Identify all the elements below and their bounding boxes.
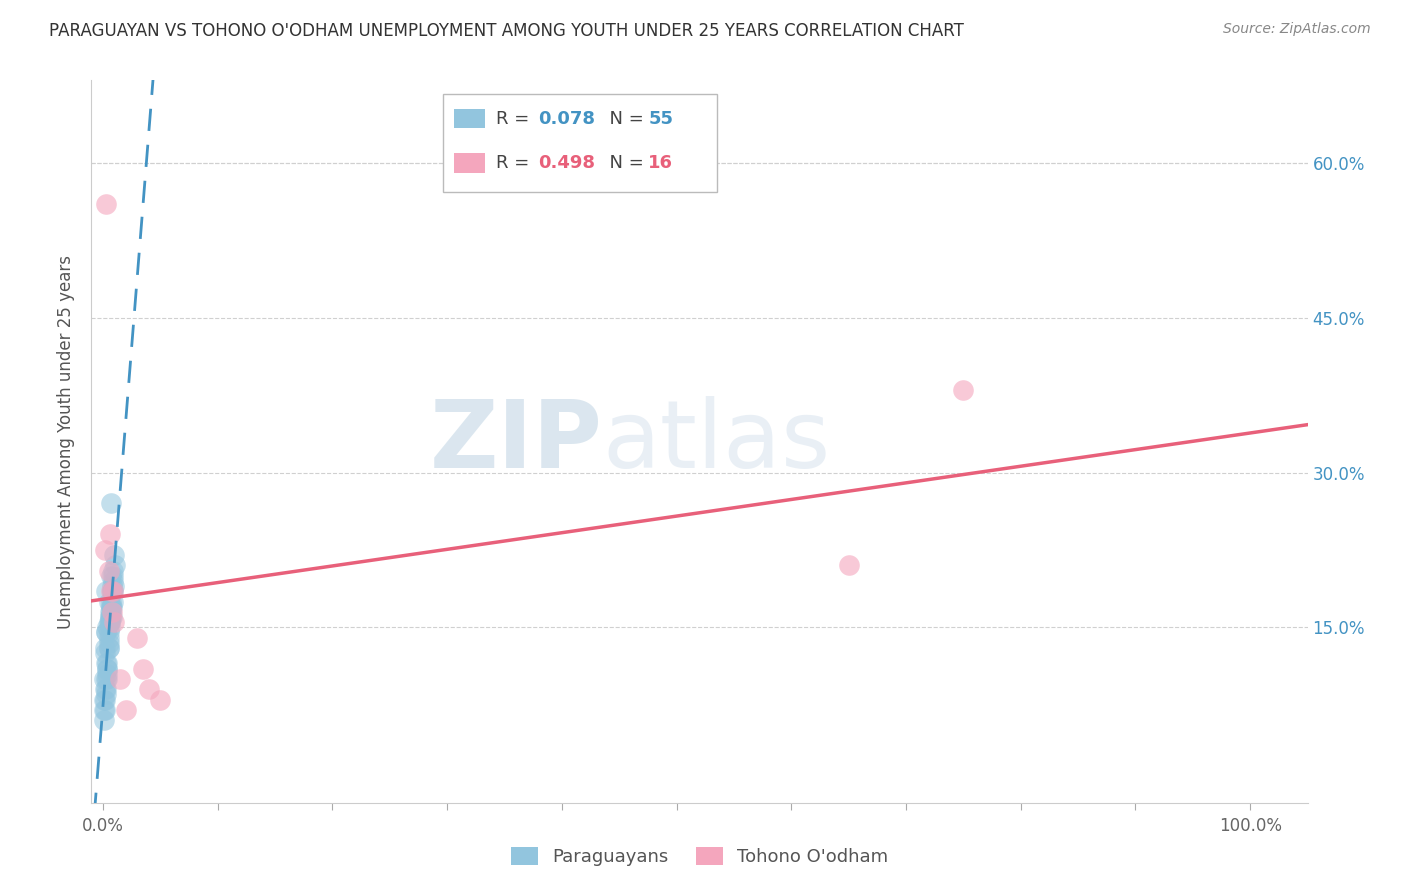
Point — [96, 584, 118, 599]
Text: atlas: atlas — [602, 395, 831, 488]
Point — [97, 640, 120, 655]
Point — [103, 548, 125, 562]
Text: R =: R = — [496, 154, 536, 172]
Text: 0.078: 0.078 — [538, 110, 596, 128]
Point — [93, 692, 115, 706]
Point — [100, 599, 122, 614]
Text: N =: N = — [598, 154, 650, 172]
Point — [103, 584, 125, 599]
Point — [98, 527, 121, 541]
Text: 16: 16 — [648, 154, 673, 172]
Point — [98, 610, 121, 624]
Point — [96, 657, 118, 671]
Text: 0.498: 0.498 — [538, 154, 596, 172]
Point — [101, 579, 124, 593]
Point — [96, 682, 118, 697]
Point — [96, 662, 118, 676]
Point — [101, 610, 124, 624]
Point — [100, 610, 122, 624]
Point — [93, 713, 115, 727]
Point — [97, 594, 120, 608]
Point — [97, 636, 120, 650]
Point — [93, 672, 115, 686]
Point — [93, 703, 115, 717]
Point — [96, 625, 118, 640]
Point — [103, 615, 125, 630]
Point — [127, 631, 149, 645]
Point — [96, 625, 118, 640]
Point — [96, 662, 118, 676]
Point — [97, 640, 120, 655]
Point — [149, 692, 172, 706]
Text: N =: N = — [598, 110, 650, 128]
Point — [96, 672, 118, 686]
Point — [97, 564, 120, 578]
Point — [103, 564, 125, 578]
Point — [114, 703, 136, 717]
Point — [100, 594, 122, 608]
Point — [101, 605, 124, 619]
Point — [100, 568, 122, 582]
Point — [94, 646, 117, 660]
Point — [103, 594, 125, 608]
Point — [100, 599, 122, 614]
Point — [96, 687, 118, 701]
Point — [98, 605, 121, 619]
Point — [101, 584, 124, 599]
Point — [138, 682, 160, 697]
Point — [100, 584, 122, 599]
Point — [100, 496, 122, 510]
Text: Source: ZipAtlas.com: Source: ZipAtlas.com — [1223, 22, 1371, 37]
Legend: Paraguayans, Tohono O'odham: Paraguayans, Tohono O'odham — [503, 839, 896, 873]
Point — [101, 584, 124, 599]
Text: PARAGUAYAN VS TOHONO O'ODHAM UNEMPLOYMENT AMONG YOUTH UNDER 25 YEARS CORRELATION: PARAGUAYAN VS TOHONO O'ODHAM UNEMPLOYMEN… — [49, 22, 965, 40]
Point — [94, 692, 117, 706]
Point — [96, 620, 118, 634]
Point — [94, 542, 117, 557]
Point — [97, 625, 120, 640]
Y-axis label: Unemployment Among Youth under 25 years: Unemployment Among Youth under 25 years — [58, 254, 76, 629]
Point — [101, 599, 124, 614]
Text: R =: R = — [496, 110, 536, 128]
Point — [97, 615, 120, 630]
Point — [103, 568, 125, 582]
Point — [96, 672, 118, 686]
Point — [96, 666, 118, 681]
Point — [98, 610, 121, 624]
Point — [96, 197, 118, 211]
Point — [98, 620, 121, 634]
Point — [94, 682, 117, 697]
Point — [103, 584, 125, 599]
Point — [97, 631, 120, 645]
Point — [94, 640, 117, 655]
Point — [94, 703, 117, 717]
Point — [132, 662, 155, 676]
Point — [96, 657, 118, 671]
Point — [838, 558, 860, 573]
Point — [98, 615, 121, 630]
Point — [103, 574, 125, 588]
Point — [98, 615, 121, 630]
Point — [103, 579, 125, 593]
Point — [104, 558, 127, 573]
Text: 55: 55 — [648, 110, 673, 128]
Point — [108, 672, 131, 686]
Point — [100, 605, 122, 619]
Text: ZIP: ZIP — [429, 395, 602, 488]
Point — [952, 383, 974, 397]
